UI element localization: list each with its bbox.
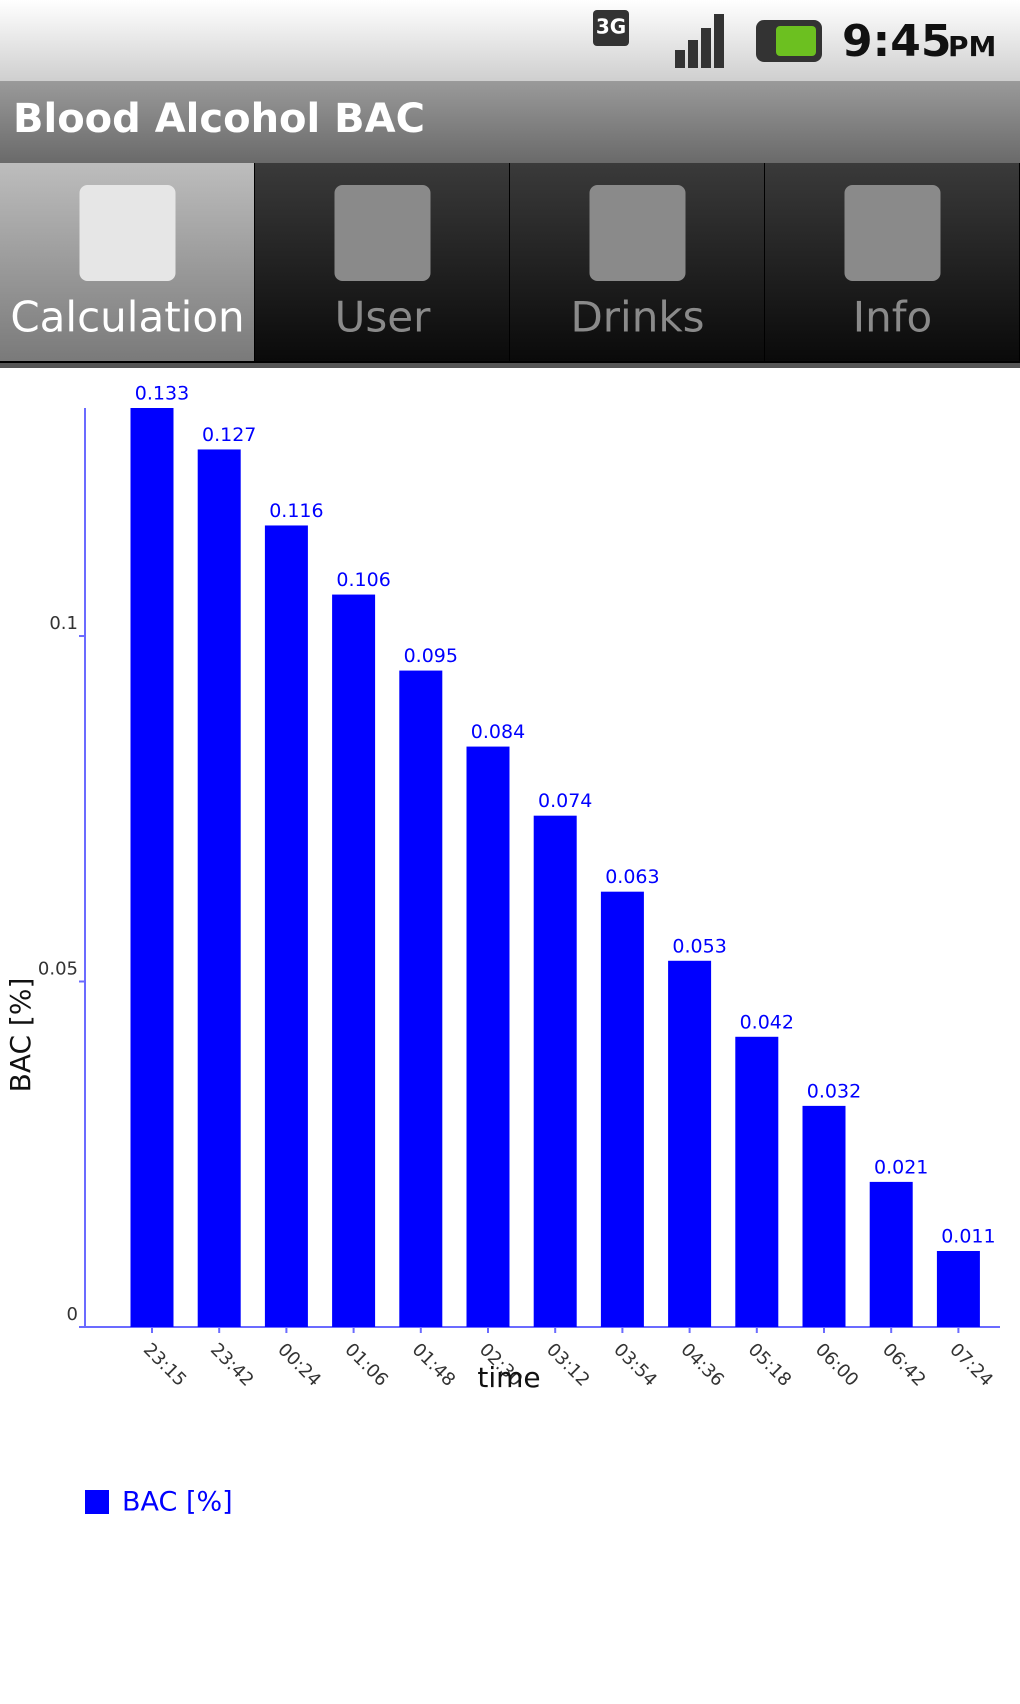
- bar: [802, 1105, 846, 1327]
- data-label: 0.032: [807, 1080, 861, 1102]
- bar: [533, 815, 577, 1327]
- bar: [466, 746, 510, 1327]
- x-tick-label: 07:24: [945, 1339, 997, 1391]
- tab-label: Drinks: [570, 293, 704, 342]
- y-tick-label: 0.1: [49, 613, 78, 634]
- bar: [332, 594, 376, 1327]
- data-label: 0.133: [135, 383, 189, 405]
- x-tick-label: 06:00: [811, 1339, 863, 1391]
- x-tick-label: 23:15: [139, 1339, 191, 1391]
- clock: 9:45: [842, 16, 951, 67]
- x-tick-label: 01:48: [408, 1339, 460, 1391]
- network-label: 3G: [596, 15, 626, 39]
- x-tick-label: 00:24: [273, 1339, 325, 1391]
- y-tick-label: 0.05: [38, 959, 78, 980]
- tab-label: User: [335, 293, 431, 342]
- bar: [264, 525, 308, 1327]
- tab-label: Info: [853, 293, 933, 342]
- x-tick-label: 05:18: [744, 1339, 796, 1391]
- legend-swatch: [85, 1490, 109, 1514]
- data-label: 0.074: [538, 790, 592, 812]
- tab-icon: [844, 185, 941, 281]
- bar: [600, 891, 644, 1327]
- bar: [668, 960, 712, 1327]
- data-label: 0.011: [941, 1225, 995, 1247]
- tab-icon: [79, 185, 176, 281]
- x-tick-label: 03:12: [542, 1339, 594, 1391]
- data-label: 0.084: [471, 721, 525, 743]
- bar: [399, 670, 443, 1327]
- bar: [936, 1250, 980, 1327]
- y-tick-label: 0: [67, 1304, 78, 1325]
- x-tick-label: 01:06: [341, 1339, 393, 1391]
- legend-label: BAC [%]: [122, 1487, 233, 1518]
- tab-icon: [334, 185, 431, 281]
- network-icon: [593, 10, 629, 46]
- data-label: 0.116: [269, 500, 323, 522]
- battery-level: [776, 26, 816, 56]
- data-label: 0.127: [202, 424, 256, 446]
- bar: [869, 1181, 913, 1327]
- data-label: 0.095: [404, 645, 458, 667]
- x-tick-label: 06:42: [878, 1339, 930, 1391]
- tab-divider: [0, 363, 1020, 368]
- x-tick-label: 03:54: [609, 1339, 661, 1391]
- data-label: 0.106: [336, 569, 390, 591]
- data-label: 0.063: [605, 866, 659, 888]
- tab-icon: [589, 185, 686, 281]
- status-bar: [0, 0, 1020, 81]
- clock-ampm: PM: [948, 30, 996, 63]
- bar: [735, 1036, 779, 1327]
- data-label: 0.053: [672, 935, 726, 957]
- y-axis-title: BAC [%]: [4, 978, 37, 1093]
- x-axis-title: time: [477, 1361, 540, 1394]
- signal-icon: [675, 14, 724, 68]
- app-title: Blood Alcohol BAC: [13, 96, 425, 142]
- tab-label: Calculation: [10, 293, 244, 342]
- data-label: 0.042: [740, 1011, 794, 1033]
- bar: [130, 408, 174, 1327]
- bar: [197, 449, 241, 1328]
- title-bar: [0, 81, 1020, 163]
- x-tick-label: 04:36: [677, 1339, 729, 1391]
- data-label: 0.021: [874, 1156, 928, 1178]
- x-tick-label: 23:42: [206, 1339, 258, 1391]
